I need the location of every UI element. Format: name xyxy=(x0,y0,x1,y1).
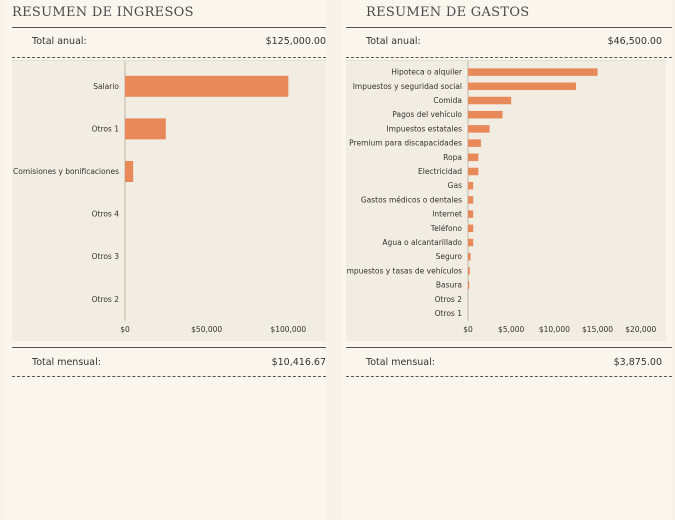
income-tick-label: $50,000 xyxy=(191,325,222,334)
income-category-label: Otros 4 xyxy=(92,210,120,219)
expenses-category-label: Gas xyxy=(448,181,462,190)
income-monthly-dash-rule xyxy=(12,376,326,377)
expenses-chart-area: Hipoteca o alquiler Impuestos y seguridad… xyxy=(344,60,666,341)
expenses-category-label: Pagos del vehículo xyxy=(392,110,462,119)
expenses-bar xyxy=(468,110,503,119)
expenses-bar xyxy=(468,68,598,76)
income-top-rule xyxy=(12,27,326,28)
expenses-bar xyxy=(468,125,490,133)
expenses-category-label: Agua o alcantarillado xyxy=(382,238,462,247)
expenses-category-label: Electricidad xyxy=(418,167,462,176)
income-bar xyxy=(125,161,134,182)
expenses-category-label: Comida xyxy=(433,96,462,105)
expenses-category-label: Internet xyxy=(432,210,462,219)
expenses-bar xyxy=(468,139,481,147)
income-category-label: Otros 1 xyxy=(92,124,120,133)
expenses-bar xyxy=(468,238,474,247)
expenses-bar xyxy=(468,153,479,162)
expenses-dash-rule xyxy=(346,57,672,58)
income-monthly-value: $10,416.67 xyxy=(271,357,326,368)
expenses-bar xyxy=(468,281,470,289)
income-title: RESUMEN DE INGRESOS xyxy=(12,5,194,20)
expenses-title: RESUMEN DE GASTOS xyxy=(366,5,530,20)
expenses-tick-label: $0 xyxy=(463,325,473,334)
expenses-category-label: Seguro xyxy=(436,252,463,261)
expenses-bar xyxy=(468,181,474,190)
expenses-bar xyxy=(468,167,479,176)
expenses-bar xyxy=(468,82,576,91)
expenses-category-label: Otros 1 xyxy=(435,309,463,318)
income-chart: Salario Otros 1 Comisiones y bonificacione… xyxy=(13,61,306,334)
expenses-bottom-rule xyxy=(346,347,672,348)
expenses-chart: Hipoteca o alquiler Impuestos y seguridad… xyxy=(344,61,656,334)
expenses-category-label: Impuestos y tasas de vehículos xyxy=(346,266,462,275)
income-annual-value: $125,000.00 xyxy=(265,36,326,47)
expenses-tick-label: $20,000 xyxy=(625,325,656,334)
expenses-category-label: Impuestos estatales xyxy=(386,124,462,133)
expenses-monthly-dash-rule xyxy=(346,376,672,377)
expenses-bar xyxy=(468,267,470,275)
expenses-category-label: Hipoteca o alquiler xyxy=(391,68,463,77)
income-tick-label: $0 xyxy=(120,325,130,334)
expenses-top-rule xyxy=(346,27,672,28)
income-bottom-rule xyxy=(12,347,326,348)
expenses-category-label: Premium para discapacidades xyxy=(349,139,462,148)
expenses-bar xyxy=(468,196,474,204)
expenses-category-label: Teléfono xyxy=(430,224,463,233)
expenses-bar xyxy=(468,210,474,218)
income-annual-label: Total anual: xyxy=(32,36,87,47)
expenses-category-label: Impuestos y seguridad social xyxy=(353,82,462,91)
expenses-bar xyxy=(468,252,471,261)
expenses-bar xyxy=(468,96,512,105)
income-category-label: Salario xyxy=(93,82,119,91)
income-monthly-label: Total mensual: xyxy=(32,357,101,368)
income-chart-area: Salario Otros 1 Comisiones y bonificacione… xyxy=(12,60,326,341)
expenses-monthly-value: $3,875.00 xyxy=(613,357,662,368)
expenses-tick-label: $15,000 xyxy=(582,325,613,334)
income-panel: RESUMEN DE INGRESOS Total anual: $125,00… xyxy=(4,0,326,520)
expenses-tick-label: $5,000 xyxy=(498,325,524,334)
expenses-panel: RESUMEN DE GASTOS Total anual: $46,500.0… xyxy=(342,0,672,520)
expenses-category-label: Ropa xyxy=(443,153,462,162)
income-bar xyxy=(125,118,166,140)
expenses-tick-label: $10,000 xyxy=(539,325,570,334)
income-category-label: Comisiones y bonificaciones xyxy=(13,167,119,176)
expenses-category-label: Otros 2 xyxy=(435,295,463,304)
income-category-label: Otros 3 xyxy=(92,252,120,261)
expenses-category-label: Basura xyxy=(436,281,462,290)
expenses-monthly-label: Total mensual: xyxy=(366,357,435,368)
income-category-label: Otros 2 xyxy=(92,295,120,304)
expenses-annual-value: $46,500.00 xyxy=(607,36,662,47)
expenses-bar xyxy=(468,224,474,233)
expenses-category-label: Gastos médicos o dentales xyxy=(361,195,462,204)
income-bar xyxy=(125,75,289,97)
expenses-annual-label: Total anual: xyxy=(366,36,421,47)
income-dash-rule xyxy=(12,57,326,58)
income-tick-label: $100,000 xyxy=(270,325,306,334)
